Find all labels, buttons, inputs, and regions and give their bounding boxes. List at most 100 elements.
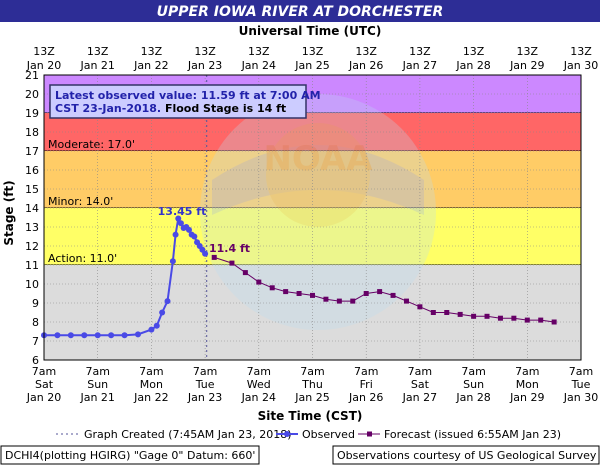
bottom-tick-day: Sun xyxy=(87,378,108,391)
top-tick-time: 13Z xyxy=(409,45,431,58)
bottom-axis-title: Site Time (CST) xyxy=(258,409,363,423)
footer-right-box xyxy=(332,445,600,465)
observed-point xyxy=(108,332,115,339)
observed-point xyxy=(185,226,192,233)
forecast-point xyxy=(471,313,477,319)
bottom-tick-time: 7am xyxy=(193,365,217,378)
forecast-point xyxy=(336,298,342,304)
y-tick-label: 17 xyxy=(25,145,39,158)
bottom-tick-day: Tue xyxy=(571,378,591,391)
bottom-tick-date: Jan 29 xyxy=(509,391,544,404)
observed-point xyxy=(175,215,182,222)
y-tick-label: 13 xyxy=(25,221,39,234)
forecast-point xyxy=(269,285,275,291)
bottom-tick-day: Sat xyxy=(35,378,54,391)
y-axis-title: Stage (ft) xyxy=(2,180,16,245)
observed-point xyxy=(172,231,179,238)
legend-observed-marker xyxy=(284,431,290,437)
bottom-tick-date: Jan 27 xyxy=(402,391,437,404)
y-tick-label: 10 xyxy=(25,278,39,291)
forecast-point xyxy=(211,254,217,260)
top-tick-time: 13Z xyxy=(570,45,592,58)
bottom-tick-date: Jan 30 xyxy=(563,391,598,404)
y-tick-label: 21 xyxy=(25,69,39,82)
top-tick-time: 13Z xyxy=(302,45,324,58)
bottom-tick-day: Sat xyxy=(411,378,430,391)
forecast-point xyxy=(484,313,490,319)
y-tick-labels: 6 7 8 9 10 11 12 13 14 15 16 17 18 19 20 21 xyxy=(25,69,39,367)
legend-forecast-marker xyxy=(367,431,372,437)
forecast-point xyxy=(283,289,289,295)
bottom-tick-time: 7am xyxy=(85,365,109,378)
flood-category-bands xyxy=(44,75,581,361)
top-tick-time: 13Z xyxy=(248,45,270,58)
bottom-tick-time: 7am xyxy=(569,365,593,378)
top-tick-date: Jan 28 xyxy=(455,59,490,72)
top-tick-time: 13Z xyxy=(194,45,216,58)
bottom-tick-day: Sun xyxy=(463,378,484,391)
y-tick-label: 20 xyxy=(25,88,39,101)
info-box xyxy=(49,84,307,119)
bottom-tick-time: 7am xyxy=(408,365,432,378)
top-tick-time: 13Z xyxy=(355,45,377,58)
forecast-point xyxy=(310,292,315,298)
band-label-minor: Minor: 14.0' xyxy=(48,195,113,208)
bottom-tick-day: Thu xyxy=(301,378,323,391)
info-line-2-flood: Flood Stage is 14 ft xyxy=(161,102,286,115)
noaa-watermark: NOAA xyxy=(200,94,436,330)
y-tick-label: 7 xyxy=(32,335,39,348)
info-line-2: CST 23-Jan-2018. Flood Stage is 14 ft xyxy=(55,102,286,115)
observed-point xyxy=(81,332,88,339)
bottom-tick-time: 7am xyxy=(515,365,539,378)
top-tick-time: 13Z xyxy=(87,45,109,58)
forecast-point xyxy=(403,298,409,304)
y-tick-label: 16 xyxy=(25,164,39,177)
forecast-point xyxy=(444,310,450,315)
legend-forecast-label: Forecast (issued 6:55AM Jan 23) xyxy=(384,428,561,441)
footer-right-text: Observations courtesy of US Geological S… xyxy=(337,449,597,462)
forecast-point xyxy=(242,270,248,276)
y-tick-label: 9 xyxy=(32,297,39,310)
forecast-point xyxy=(524,317,530,323)
bottom-tick-date: Jan 22 xyxy=(133,391,168,404)
observed-point xyxy=(54,332,61,339)
forecast-point xyxy=(417,304,423,310)
observed-point xyxy=(153,322,160,329)
forecast-point xyxy=(350,298,356,304)
plot-frame xyxy=(43,74,582,361)
top-tick-date: Jan 26 xyxy=(348,59,383,72)
forecast-point xyxy=(390,292,396,298)
y-tick-label: 18 xyxy=(25,126,39,139)
legend-graph-created-label: Graph Created (7:45AM Jan 23, 2018) xyxy=(84,428,292,441)
bottom-tick-date: Jan 24 xyxy=(241,391,276,404)
observed-point xyxy=(121,332,128,339)
top-tick-date: Jan 29 xyxy=(509,59,544,72)
bottom-tick-date: Jan 20 xyxy=(26,391,61,404)
bottom-tick-date: Jan 26 xyxy=(348,391,383,404)
bottom-tick-day: Fri xyxy=(360,378,373,391)
y-tick-label: 8 xyxy=(32,316,39,329)
bottom-tick-time: 7am xyxy=(32,365,56,378)
top-tick-date: Jan 25 xyxy=(294,59,329,72)
observed-point xyxy=(202,250,209,257)
forecast-point xyxy=(430,310,436,315)
observed-series xyxy=(41,215,209,339)
observed-point xyxy=(67,332,74,339)
forecast-point xyxy=(497,315,503,321)
forecast-point xyxy=(538,317,544,323)
title-bar xyxy=(0,0,600,22)
observed-point xyxy=(148,326,155,333)
band-label-moderate: Moderate: 17.0' xyxy=(48,138,135,151)
top-tick-date: Jan 27 xyxy=(402,59,437,72)
forecast-point xyxy=(323,296,329,302)
bottom-tick-day: Wed xyxy=(247,378,271,391)
bottom-tick-time: 7am xyxy=(300,365,324,378)
bottom-tick-time: 7am xyxy=(461,365,485,378)
info-line-1: Latest observed value: 11.59 ft at 7:00 … xyxy=(55,89,321,102)
footer-left-box xyxy=(0,445,260,465)
top-tick-time: 13Z xyxy=(463,45,485,58)
observed-point xyxy=(177,220,184,227)
bottom-tick-day: Mon xyxy=(140,378,163,391)
